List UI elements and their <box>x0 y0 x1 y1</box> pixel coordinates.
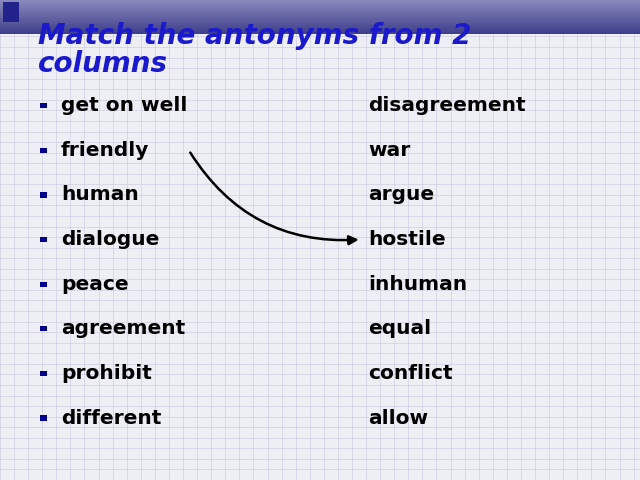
Bar <box>0 15 640 17</box>
Text: different: different <box>61 408 161 428</box>
Bar <box>0 29 640 30</box>
Bar <box>40 192 47 197</box>
Bar <box>0 7 640 9</box>
Bar <box>0 19 640 20</box>
Text: prohibit: prohibit <box>61 364 152 383</box>
Text: dialogue: dialogue <box>61 230 159 249</box>
Bar <box>0 22 640 24</box>
Bar <box>0 10 640 12</box>
Text: hostile: hostile <box>368 230 445 249</box>
Bar <box>40 281 47 287</box>
Text: disagreement: disagreement <box>368 96 525 115</box>
Bar <box>0 9 640 10</box>
Bar <box>40 326 47 331</box>
Bar <box>0 30 640 32</box>
Text: agreement: agreement <box>61 319 185 338</box>
Bar <box>0 2 640 3</box>
Text: war: war <box>368 141 410 160</box>
Text: Match the antonyms from 2: Match the antonyms from 2 <box>38 22 472 49</box>
Bar <box>0 25 640 27</box>
Bar <box>0 27 640 29</box>
Bar <box>0 0 640 2</box>
Bar <box>0 17 640 19</box>
Bar <box>0 13 640 15</box>
Text: columns: columns <box>38 50 168 78</box>
Bar <box>0 3 640 5</box>
Bar <box>0 12 640 13</box>
Bar <box>3 2 19 22</box>
Bar <box>40 103 47 108</box>
Bar <box>0 24 640 25</box>
Text: friendly: friendly <box>61 141 149 160</box>
Bar <box>40 147 47 153</box>
Text: argue: argue <box>368 185 434 204</box>
Bar <box>40 415 47 420</box>
Text: peace: peace <box>61 275 129 294</box>
Bar <box>40 371 47 376</box>
Text: human: human <box>61 185 138 204</box>
Bar <box>0 32 640 34</box>
Text: inhuman: inhuman <box>368 275 467 294</box>
Text: conflict: conflict <box>368 364 452 383</box>
Text: allow: allow <box>368 408 428 428</box>
Bar <box>0 20 640 22</box>
Text: get on well: get on well <box>61 96 187 115</box>
FancyArrowPatch shape <box>190 153 356 244</box>
Bar <box>40 237 47 242</box>
Bar <box>0 5 640 7</box>
Text: equal: equal <box>368 319 431 338</box>
